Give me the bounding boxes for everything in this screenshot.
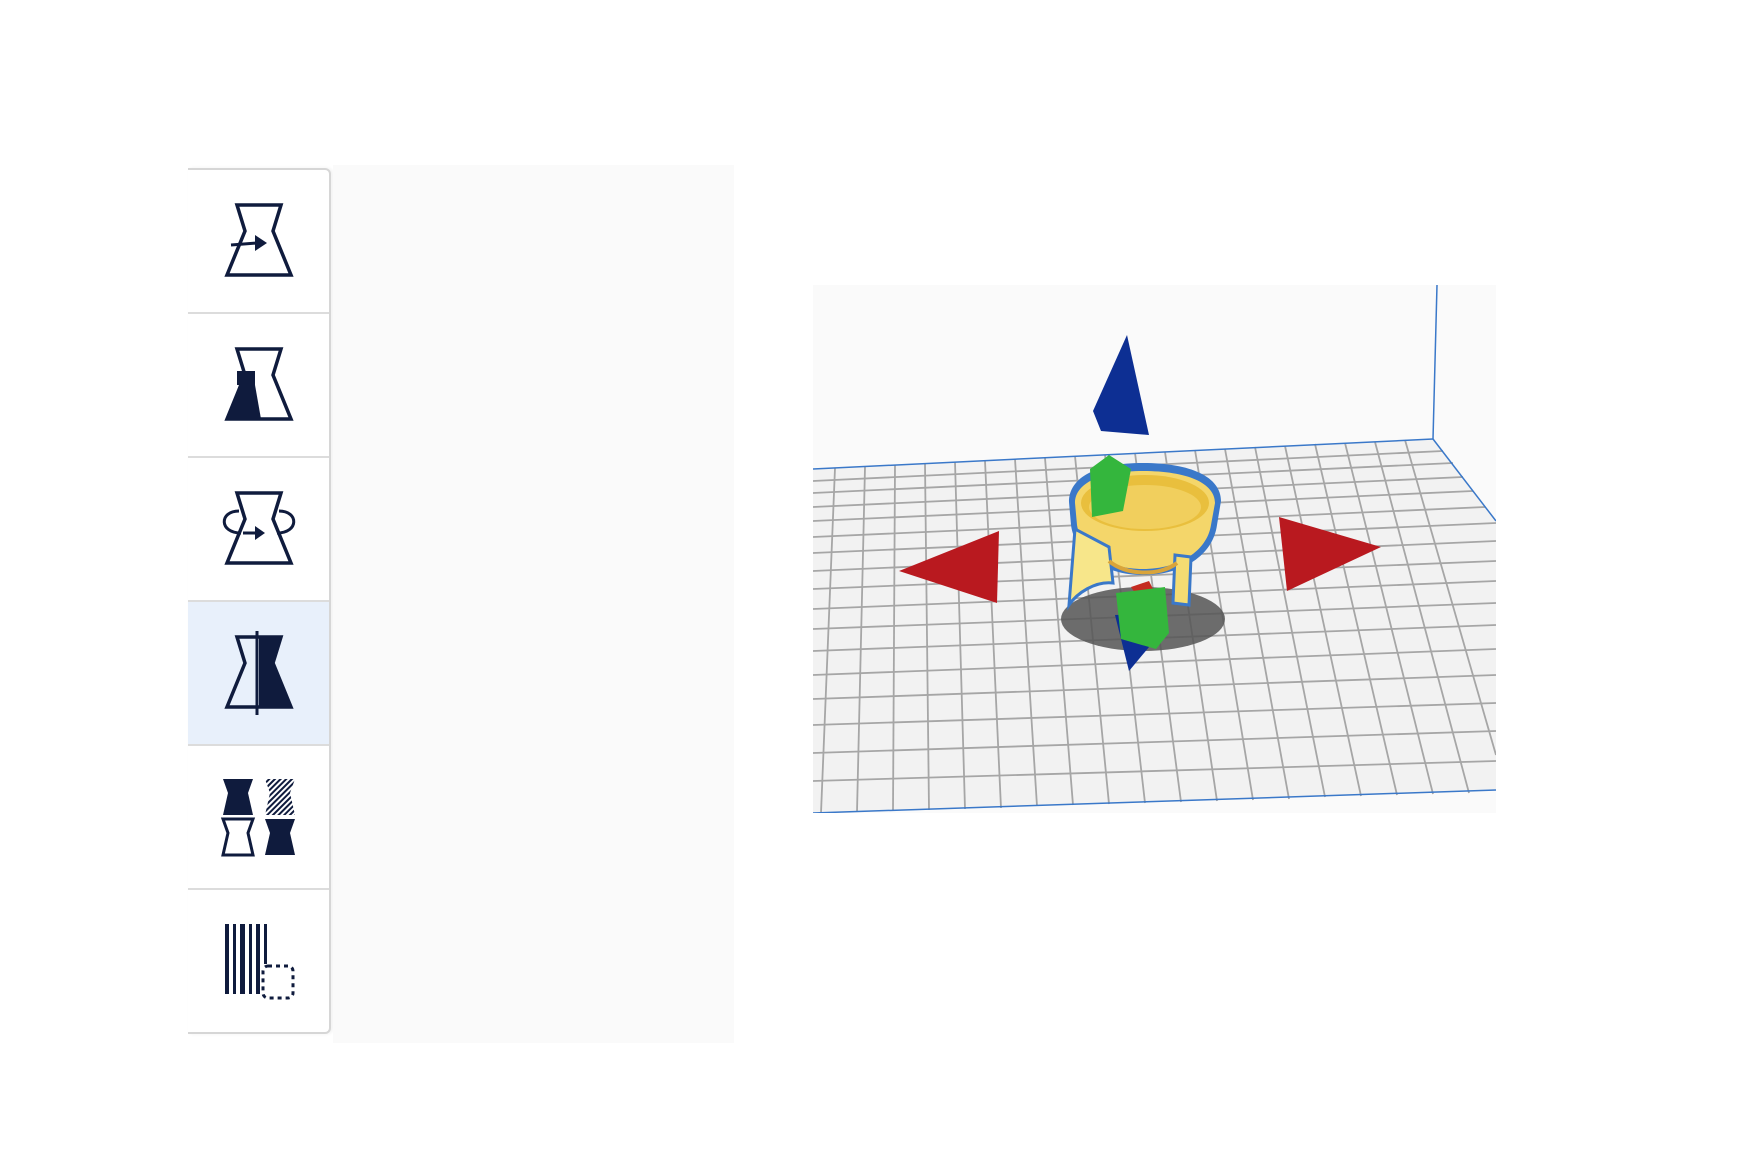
normal-model-icon bbox=[223, 203, 294, 277]
settings-panel bbox=[333, 165, 734, 1043]
infill-mesh-button[interactable] bbox=[188, 458, 329, 602]
overlap-settings-button[interactable] bbox=[188, 746, 329, 890]
support-mesh-button[interactable] bbox=[188, 314, 329, 458]
overlap-settings-icon bbox=[220, 779, 295, 857]
infill-mesh-icon bbox=[222, 491, 295, 565]
per-model-settings-toolbar bbox=[188, 168, 331, 1034]
support-blocker-icon bbox=[224, 924, 294, 1000]
build-volume-edge bbox=[813, 789, 1496, 813]
move-gizmo[interactable] bbox=[899, 335, 1381, 671]
support-mesh-icon bbox=[223, 347, 294, 421]
build-volume-edge bbox=[1432, 438, 1496, 522]
y-axis-arrow-top[interactable] bbox=[1093, 335, 1149, 435]
build-volume-edge bbox=[1432, 285, 1438, 440]
x-axis-arrow-left[interactable] bbox=[899, 531, 999, 603]
3d-viewport[interactable] bbox=[813, 285, 1496, 813]
cutting-mesh-button[interactable] bbox=[188, 602, 329, 746]
z-axis-handle-bottom[interactable] bbox=[1116, 587, 1169, 649]
x-axis-arrow-right[interactable] bbox=[1279, 517, 1381, 591]
build-plate-scene[interactable] bbox=[813, 285, 1496, 813]
cutting-mesh-icon bbox=[223, 631, 294, 715]
support-blocker-button[interactable] bbox=[188, 890, 329, 1034]
z-axis-handle-top[interactable] bbox=[1090, 455, 1131, 517]
normal-model-button[interactable] bbox=[188, 170, 329, 314]
build-volume-edge bbox=[813, 438, 1434, 470]
